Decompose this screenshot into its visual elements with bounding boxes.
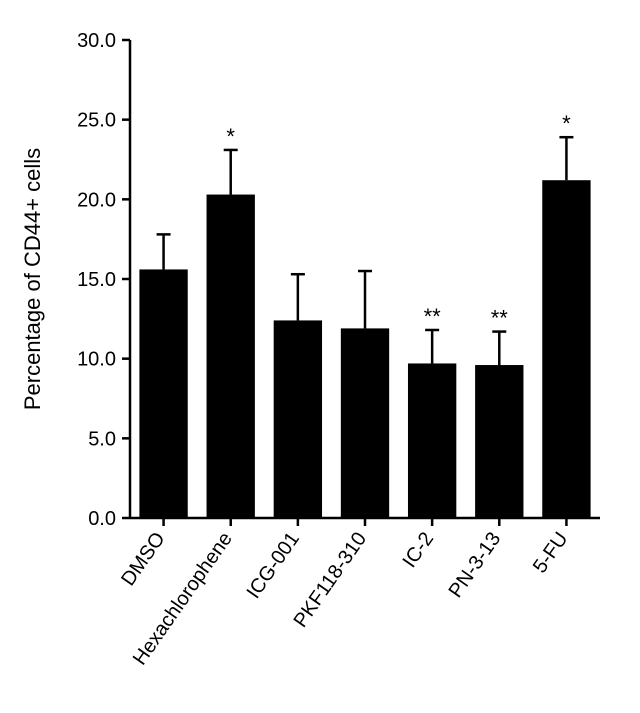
significance-annotation: ** (424, 304, 442, 329)
y-tick-label: 15.0 (77, 269, 116, 291)
cd44-bar-chart: 0.05.010.015.020.025.030.0DMSO*Hexachlor… (0, 0, 640, 713)
significance-annotation: ** (491, 306, 509, 331)
bar (341, 328, 389, 518)
y-tick-label: 30.0 (77, 30, 116, 52)
bar (139, 269, 187, 518)
y-axis-label: Percentage of CD44+ cells (20, 148, 45, 410)
bar (542, 180, 590, 518)
y-tick-label: 25.0 (77, 110, 116, 132)
bar (207, 195, 255, 518)
significance-annotation: * (562, 111, 571, 136)
y-tick-label: 5.0 (88, 428, 116, 450)
bar (475, 365, 523, 518)
y-tick-label: 10.0 (77, 349, 116, 371)
bar (408, 363, 456, 518)
bar (274, 320, 322, 518)
chart-svg: 0.05.010.015.020.025.030.0DMSO*Hexachlor… (0, 0, 640, 713)
significance-annotation: * (226, 124, 235, 149)
y-tick-label: 20.0 (77, 189, 116, 211)
y-tick-label: 0.0 (88, 508, 116, 530)
